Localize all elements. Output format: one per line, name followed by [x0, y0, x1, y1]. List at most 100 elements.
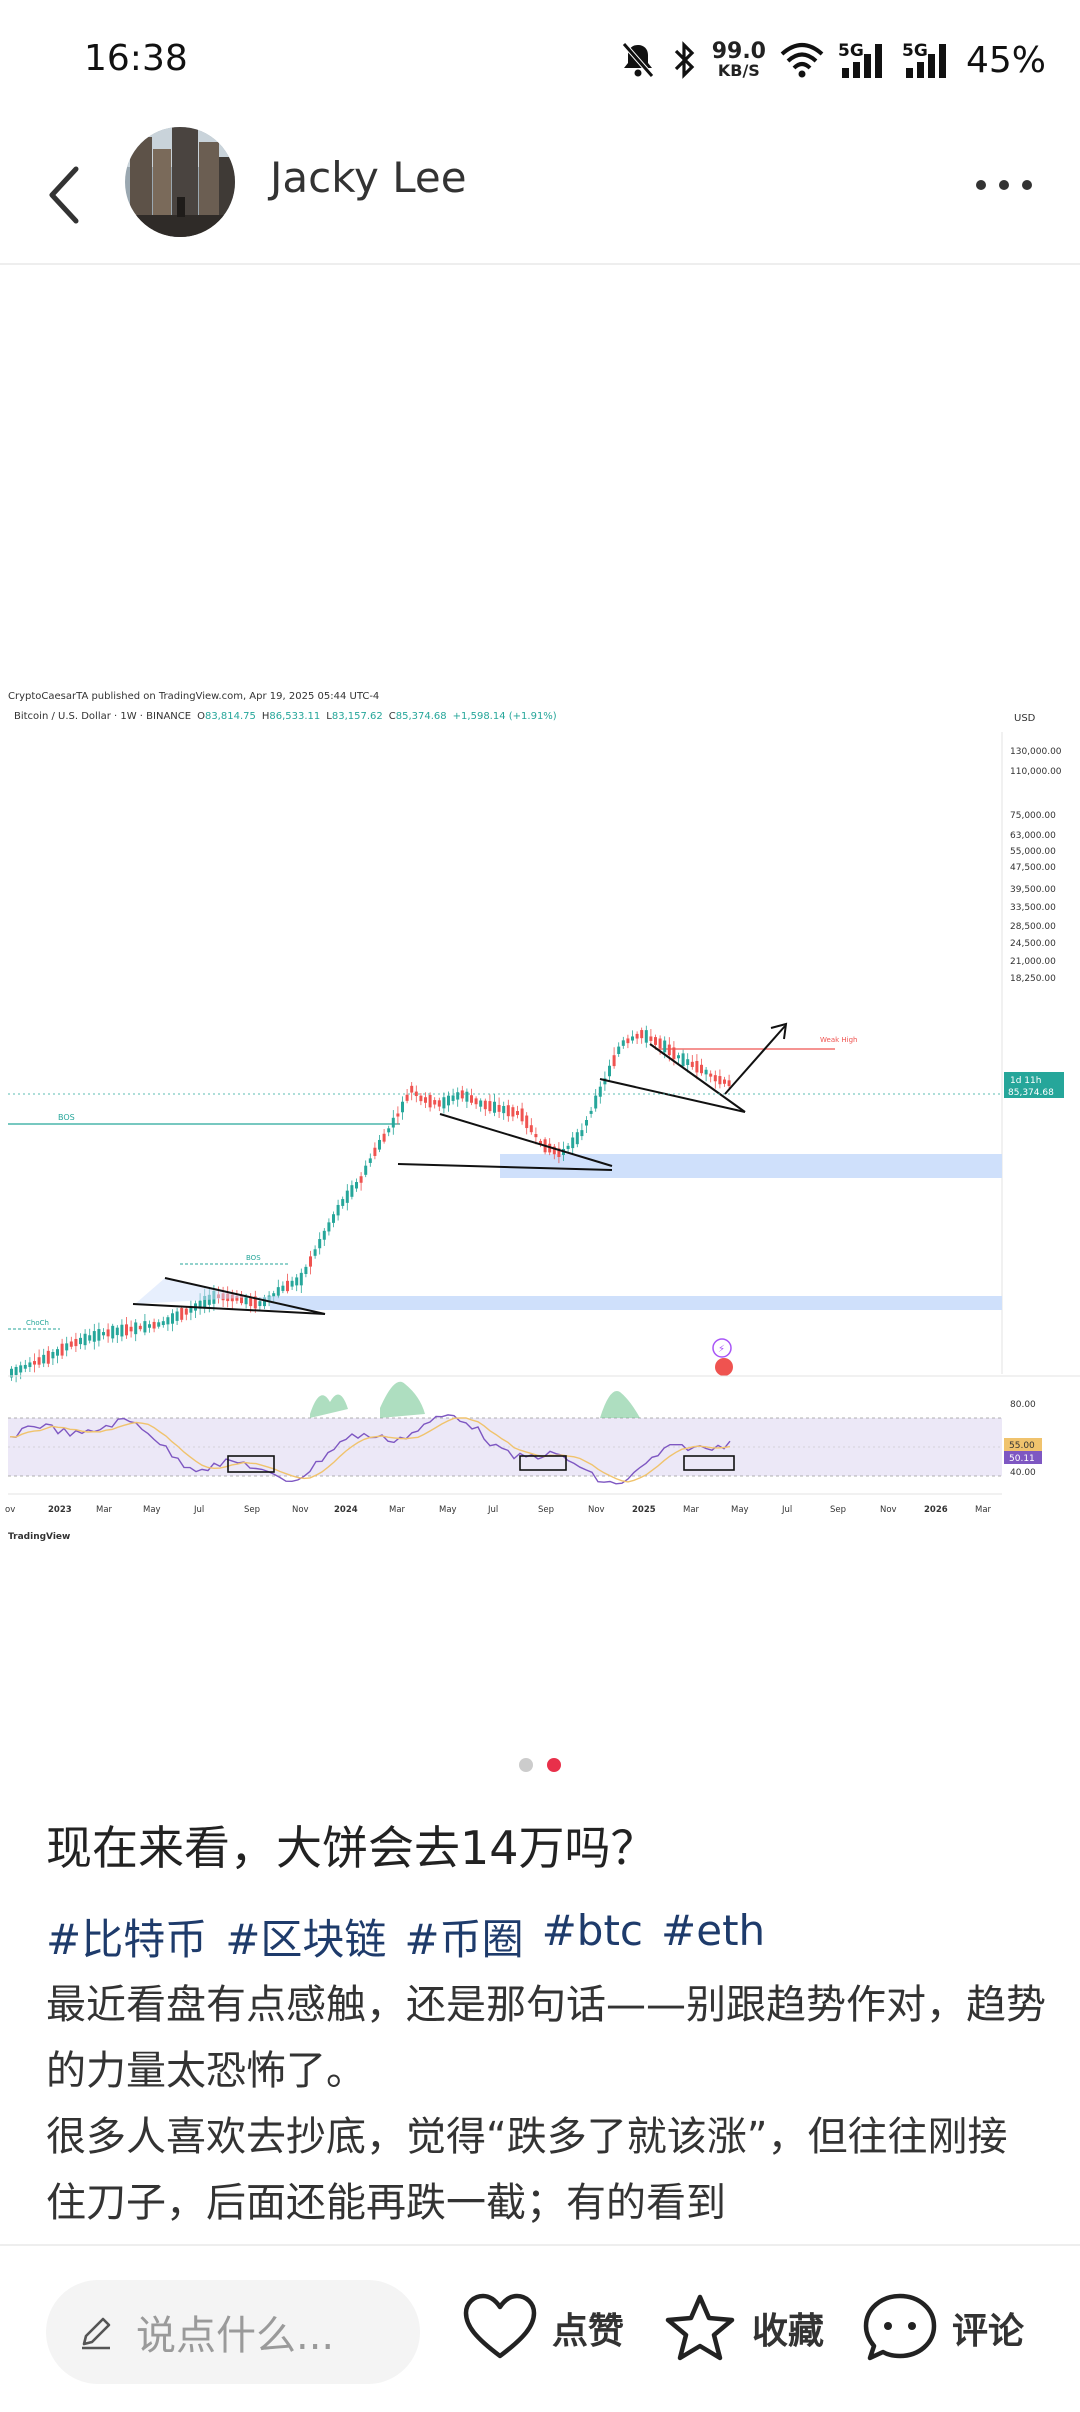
candle-body: [520, 1108, 524, 1122]
chart-symbol: Bitcoin / U.S. Dollar · 1W · BINANCE: [14, 711, 191, 722]
candle-body: [286, 1280, 289, 1292]
signal-5g-icon: 5G: [838, 40, 888, 80]
like-button[interactable]: 点赞: [462, 2292, 624, 2364]
candle-body: [111, 1325, 115, 1339]
x-tick-label: Jul: [487, 1505, 498, 1515]
candle-body: [359, 1176, 363, 1183]
wedge-2-upper: [439, 1113, 613, 1167]
network-speed: 99.0 KB/S: [712, 41, 766, 79]
candle-body: [79, 1337, 82, 1345]
bos-label-upper: BOS: [58, 1113, 75, 1122]
candle-body: [414, 1091, 418, 1097]
post-tags: #比特币 #区块链 #币圈 #btc #eth: [46, 1906, 765, 1967]
candle-body: [589, 1110, 593, 1114]
price-axis-ticks: 130,000.00 110,000.00 75,000.00 63,000.00 55…: [1010, 747, 1062, 984]
x-tick-label: 2025: [632, 1505, 656, 1515]
candle-body: [672, 1047, 676, 1060]
tag-link[interactable]: #比特币: [46, 1915, 208, 1964]
more-options-button[interactable]: [964, 155, 1044, 215]
candle-body: [598, 1086, 602, 1097]
candle-body: [249, 1296, 253, 1307]
pencil-icon: [82, 2317, 111, 2350]
tradingview-footer: TradingView: [8, 1532, 70, 1542]
candle-body: [263, 1297, 266, 1307]
ohlc-open: 83,814.75: [205, 711, 256, 722]
tag-link[interactable]: #btc: [541, 1906, 644, 1955]
candle-body: [276, 1287, 280, 1296]
candle-body: [644, 1030, 648, 1043]
candle-body: [460, 1090, 464, 1099]
candle-body: [516, 1111, 519, 1115]
comment-input[interactable]: 说点什么...: [46, 2280, 420, 2384]
tag-link[interactable]: #币圈: [404, 1915, 524, 1964]
weak-high-label: Weak High: [820, 1036, 857, 1044]
candle-body: [566, 1145, 570, 1149]
candle-body: [332, 1214, 335, 1223]
carousel-dot-2[interactable]: [547, 1758, 561, 1772]
candle-body: [134, 1322, 138, 1335]
rsi-overbought-fill: [310, 1381, 640, 1418]
candle-body: [295, 1277, 299, 1286]
candle-body: [92, 1331, 96, 1342]
candle-body: [704, 1069, 708, 1075]
candle-body: [552, 1146, 556, 1155]
bos-label-lower: BOS: [246, 1254, 261, 1262]
chevron-left-icon: [49, 166, 79, 224]
x-tick-label: Sep: [538, 1505, 554, 1515]
candle-body: [19, 1365, 23, 1373]
comment-button[interactable]: 评论: [862, 2292, 1024, 2364]
author-name[interactable]: Jacky Lee: [270, 153, 467, 202]
candle-body: [97, 1329, 101, 1341]
candle-body: [102, 1332, 105, 1336]
signal-5g-icon-2: 5G: [902, 40, 952, 80]
price-tick-label: 55,000.00: [1010, 847, 1056, 857]
candle-body: [198, 1300, 202, 1309]
chart-canvas: CryptoCaesarTA published on TradingView.…: [5, 691, 1080, 1542]
candle-body: [640, 1030, 644, 1039]
post-title: 现在来看，大饼会去14万吗？: [46, 1821, 657, 1875]
candle-body: [585, 1120, 588, 1126]
rsi-tag-ma: [1004, 1438, 1042, 1451]
candle-body: [299, 1272, 303, 1286]
tag-link[interactable]: #eth: [661, 1906, 766, 1955]
candle-body: [506, 1105, 510, 1117]
x-tick-label: May: [143, 1505, 161, 1515]
candle-body: [631, 1036, 634, 1041]
candle-body: [686, 1059, 690, 1065]
carousel-dot-1[interactable]: [519, 1758, 533, 1772]
candle-body: [483, 1100, 487, 1110]
candle-body: [120, 1324, 124, 1337]
candle-body: [626, 1038, 630, 1044]
candle-body: [125, 1324, 128, 1336]
x-tick-label: Mar: [96, 1505, 113, 1515]
tag-link[interactable]: #区块链: [225, 1915, 387, 1964]
favorite-button[interactable]: 收藏: [662, 2292, 824, 2364]
candle-body: [723, 1079, 726, 1084]
candle-body: [23, 1364, 27, 1369]
candle-body: [663, 1040, 667, 1053]
ohlc-change: +1,598.14 (+1.91%): [453, 711, 557, 722]
candle-body: [161, 1321, 165, 1326]
post-image[interactable]: CryptoCaesarTA published on TradingView.…: [0, 266, 1080, 1736]
comment-bubble-icon: [863, 2293, 937, 2361]
wedge-1-lower: [132, 1303, 326, 1315]
author-avatar[interactable]: [125, 127, 235, 237]
mute-bell-icon: [618, 40, 658, 80]
signal-label: 5G: [838, 41, 864, 61]
candle-body: [28, 1362, 32, 1368]
candle-body: [207, 1294, 211, 1305]
candle-body: [189, 1305, 193, 1313]
choch-label: ChoCh: [26, 1319, 49, 1327]
candle-body: [713, 1075, 717, 1082]
candle-body: [341, 1199, 345, 1206]
candle-body: [65, 1343, 69, 1351]
candle-body: [157, 1322, 161, 1327]
bluetooth-icon: [672, 40, 698, 80]
wedge-3-lower: [599, 1078, 746, 1113]
rsi-tick-40: 40.00: [1010, 1468, 1036, 1478]
candle-body: [690, 1061, 694, 1067]
back-button[interactable]: [36, 155, 92, 235]
candle-body: [617, 1046, 621, 1055]
candle-body: [608, 1065, 611, 1077]
candle-body: [235, 1296, 239, 1301]
